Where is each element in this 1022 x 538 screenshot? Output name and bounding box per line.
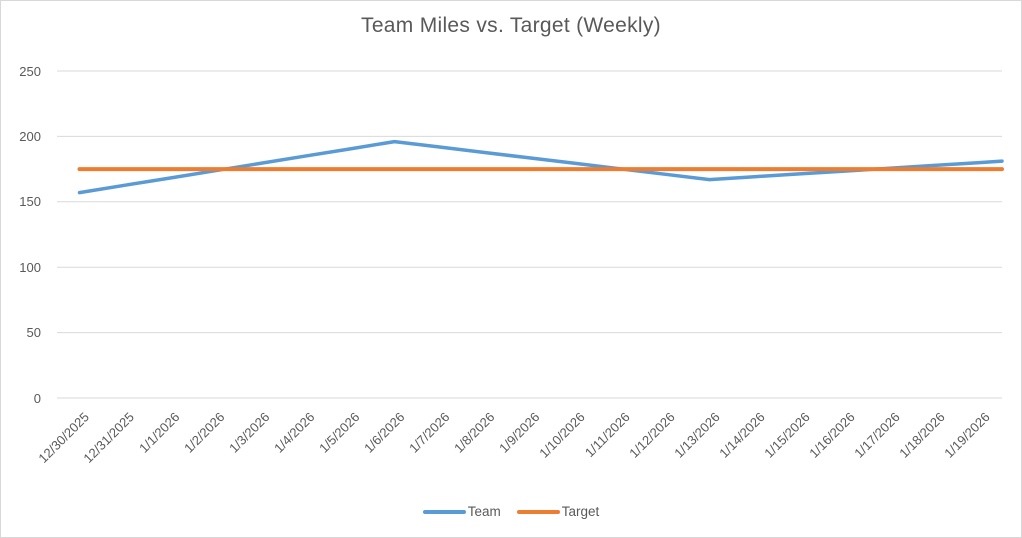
legend-item-target: Target xyxy=(516,504,600,519)
team-line-swatch xyxy=(422,509,466,514)
legend-label-team: Team xyxy=(467,504,501,519)
legend-label-target: Target xyxy=(561,504,600,519)
legend: Team Target xyxy=(1,504,1021,519)
chart-title: Team Miles vs. Target (Weekly) xyxy=(361,14,661,37)
target-line-swatch xyxy=(516,509,560,514)
legend-item-team: Team xyxy=(422,504,501,519)
